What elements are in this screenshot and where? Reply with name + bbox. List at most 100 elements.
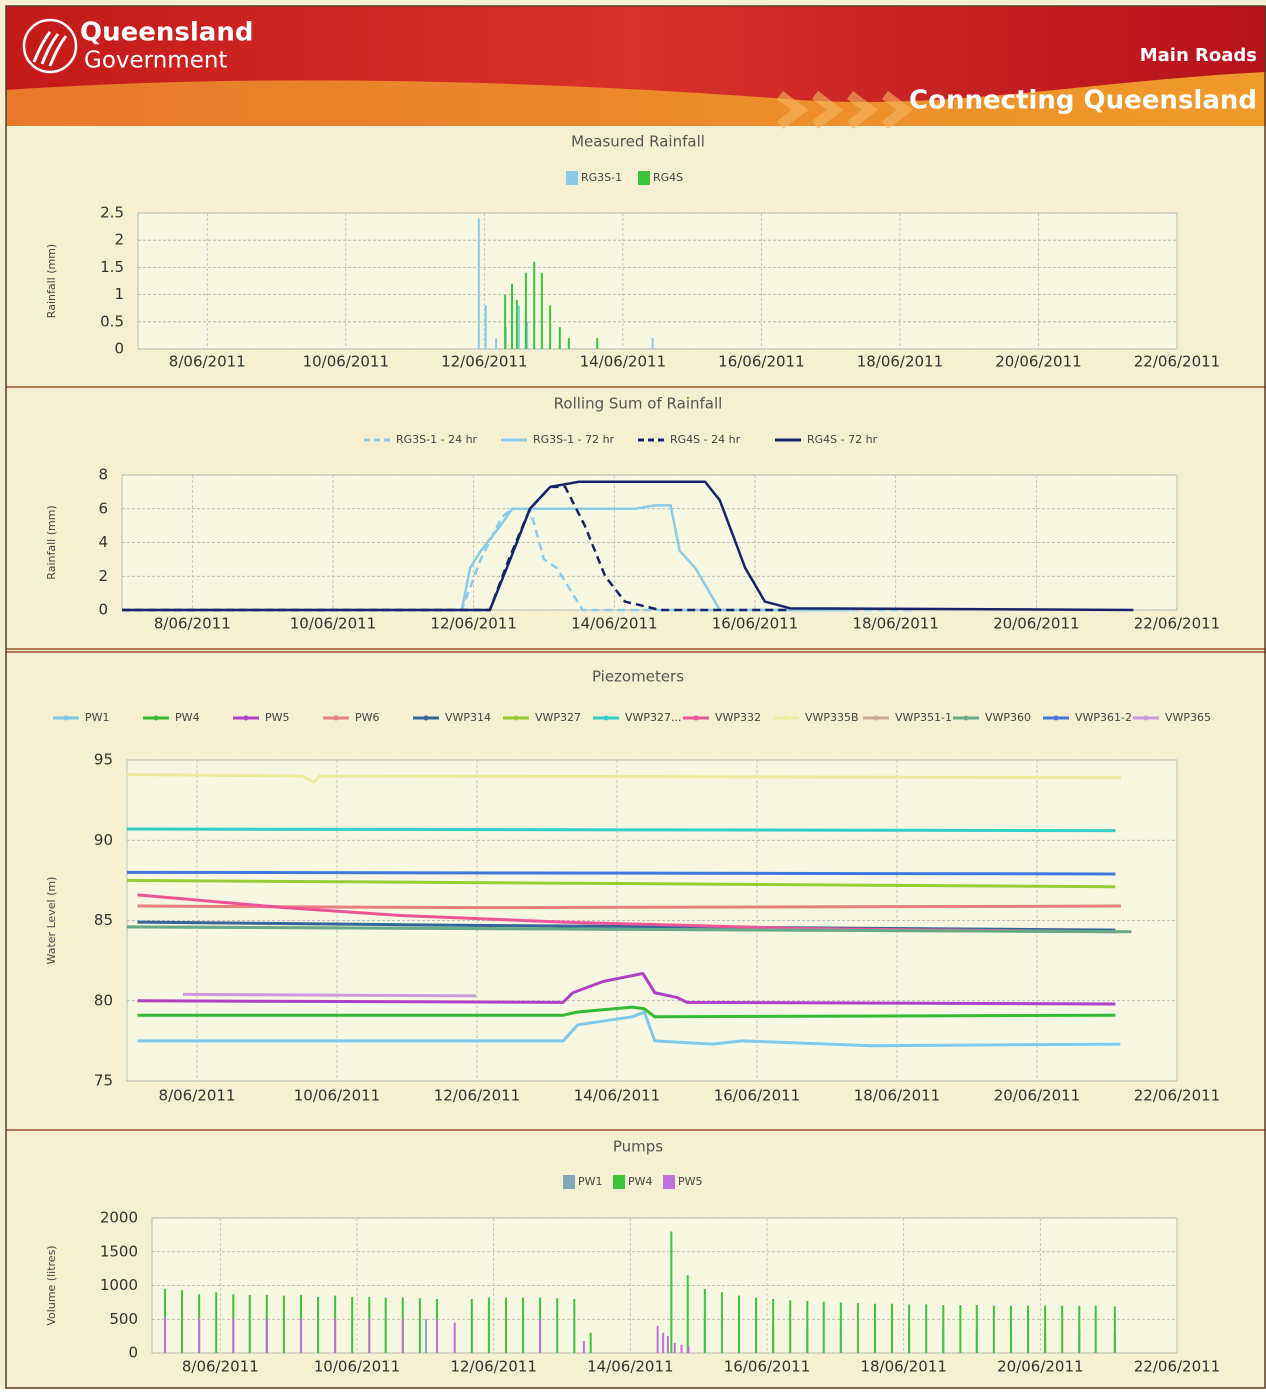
x-tick-label: 16/06/2011 [714, 1087, 800, 1105]
bar [975, 1305, 978, 1353]
bar [163, 1317, 166, 1353]
bar [198, 1317, 201, 1353]
bar [265, 1318, 268, 1353]
legend-dot [873, 715, 879, 721]
chart: Pumps Volume (litres) 0 500 1000 1500 2000 8/06… [45, 1138, 1220, 1376]
bar [755, 1297, 758, 1353]
bar [992, 1305, 995, 1353]
bar [1009, 1305, 1012, 1353]
bar [368, 1318, 371, 1353]
bar [703, 1288, 706, 1353]
bar [720, 1292, 723, 1353]
y-tick-label: 1 [114, 285, 124, 303]
bar [1094, 1305, 1097, 1353]
chevrons [777, 91, 914, 129]
legend-dot [423, 715, 429, 721]
bar [942, 1305, 945, 1353]
chart-title: Pumps [613, 1138, 663, 1156]
y-tick-label: 4 [98, 533, 108, 551]
legend-dot [603, 715, 609, 721]
bar [504, 294, 507, 349]
x-tick-label: 8/06/2011 [182, 1358, 259, 1376]
header: Queensland Government Main Roads Connect… [6, 6, 1266, 129]
bar [522, 1297, 525, 1353]
bar [384, 1297, 387, 1353]
bar [317, 1296, 320, 1353]
line [122, 480, 1134, 612]
bar [232, 1317, 235, 1353]
bar [856, 1303, 859, 1353]
line [137, 971, 1116, 1006]
y-tick-label: 85 [94, 911, 113, 929]
brand-line1: Queensland [80, 18, 253, 48]
y-axis-label: Water Level (m) [45, 877, 58, 965]
x-tick-label: 10/06/2011 [314, 1358, 400, 1376]
bar [549, 305, 552, 349]
bar [524, 272, 527, 349]
bar [573, 1299, 576, 1353]
x-tick-label: 8/06/2011 [159, 1087, 236, 1105]
bar [401, 1319, 404, 1353]
bar [925, 1304, 928, 1353]
x-tick-label: 16/06/2011 [718, 353, 804, 371]
bar [666, 1336, 669, 1353]
legend-label: RG4S - 72 hr [807, 433, 878, 446]
bar [656, 1326, 659, 1353]
bar [959, 1305, 962, 1353]
y-tick-label: 0 [98, 601, 108, 619]
y-tick-label: 2000 [100, 1209, 138, 1227]
line [137, 1005, 1116, 1019]
bar [515, 300, 518, 349]
legend-label: PW5 [678, 1175, 703, 1188]
x-tick-label: 22/06/2011 [1134, 615, 1220, 633]
legend-label: PW1 [85, 711, 110, 724]
bar [908, 1304, 911, 1353]
bar [687, 1346, 690, 1353]
bar [737, 1295, 740, 1353]
department: Main Roads [1140, 45, 1257, 66]
legend-dot [963, 715, 969, 721]
y-tick-label: 8 [98, 466, 108, 484]
line [137, 1010, 1121, 1048]
x-tick-label: 22/06/2011 [1134, 353, 1220, 371]
bar [487, 1297, 490, 1353]
legend-swatch [563, 1175, 575, 1189]
y-axis-label: Volume (litres) [45, 1245, 58, 1325]
legend-dot [1143, 715, 1149, 721]
y-tick-label: 0 [114, 340, 124, 358]
bar [651, 338, 654, 349]
line [182, 992, 477, 998]
bar [582, 1340, 585, 1353]
bar [425, 1319, 428, 1353]
legend-dot [513, 715, 519, 721]
line [122, 504, 850, 612]
legend-label: VWP327... [625, 711, 682, 724]
bar [589, 1332, 592, 1353]
legend-label: PW4 [628, 1175, 653, 1188]
line [126, 772, 1122, 784]
bar [540, 272, 543, 349]
x-tick-label: 18/06/2011 [857, 353, 943, 371]
legend-dot [333, 715, 339, 721]
bar [248, 1294, 251, 1353]
chart-title: Measured Rainfall [571, 133, 705, 151]
x-tick-label: 16/06/2011 [724, 1358, 810, 1376]
y-tick-label: 6 [98, 499, 108, 517]
bar [558, 327, 561, 349]
x-tick-label: 10/06/2011 [290, 615, 376, 633]
y-tick-label: 1000 [100, 1276, 138, 1294]
frame [5, 5, 1266, 1389]
legend-label: PW1 [578, 1175, 603, 1188]
legend-label: VWP361-2 [1075, 711, 1132, 724]
logo [22, 18, 78, 74]
bar [215, 1292, 218, 1353]
legend-label: RG4S [653, 171, 683, 184]
bar [484, 305, 487, 349]
bar [1027, 1305, 1030, 1353]
bar [517, 305, 520, 349]
bar [772, 1299, 775, 1353]
y-axis-label: Rainfall (mm) [45, 505, 58, 579]
bar [670, 1231, 673, 1353]
